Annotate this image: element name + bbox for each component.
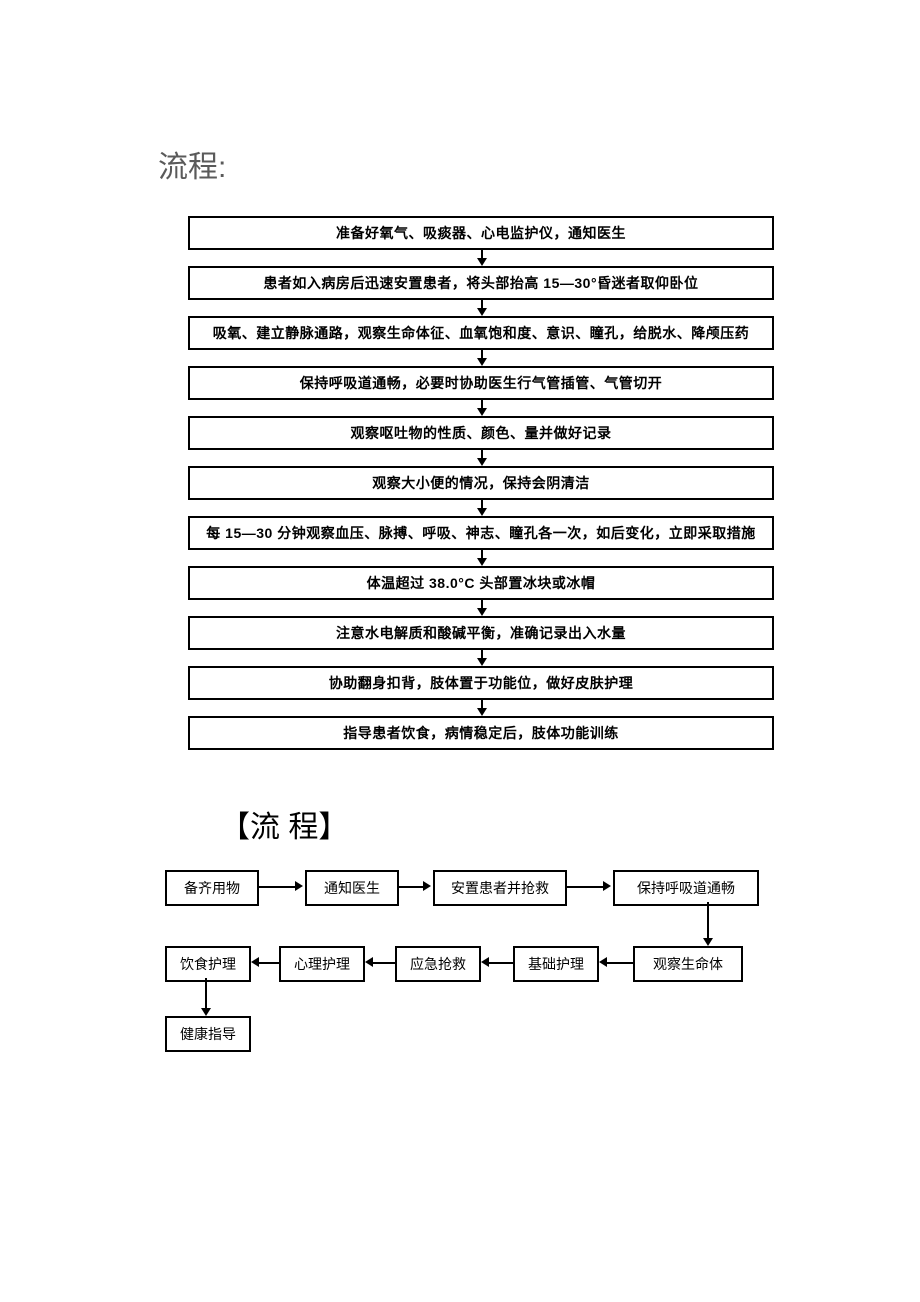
arrow-down-icon xyxy=(481,700,482,716)
hflow-node: 健康指导 xyxy=(165,1016,251,1052)
arrow-down-icon xyxy=(481,250,482,266)
vertical-flowchart: 准备好氧气、吸痰器、心电监护仪，通知医生 患者如入病房后迅速安置患者，将头部抬高… xyxy=(188,216,774,750)
hflow-node: 基础护理 xyxy=(513,946,599,982)
arrow-down-icon xyxy=(481,400,482,416)
flow-step: 每 15—30 分钟观察血压、脉搏、呼吸、神志、瞳孔各一次，如后变化，立即采取措… xyxy=(188,516,774,550)
flow-step: 体温超过 38.0°C 头部置冰块或冰帽 xyxy=(188,566,774,600)
page-title: 流程: xyxy=(158,142,226,186)
arrow-down-icon xyxy=(481,650,482,666)
arrow-down-icon xyxy=(481,450,482,466)
hflow-node: 通知医生 xyxy=(305,870,399,906)
section-subtitle: 【流 程】 xyxy=(220,808,348,849)
flow-step: 患者如入病房后迅速安置患者，将头部抬高 15—30°昏迷者取仰卧位 xyxy=(188,266,774,300)
flow-step: 指导患者饮食，病情稳定后，肢体功能训练 xyxy=(188,716,774,750)
arrow-down-icon xyxy=(481,600,482,616)
flow-step: 观察呕吐物的性质、颜色、量并做好记录 xyxy=(188,416,774,450)
hflow-node: 备齐用物 xyxy=(165,870,259,906)
hflow-node: 保持呼吸道通畅 xyxy=(613,870,759,906)
arrow-down-icon xyxy=(481,550,482,566)
flow-step: 观察大小便的情况，保持会阴清洁 xyxy=(188,466,774,500)
flow-step: 协助翻身扣背，肢体置于功能位，做好皮肤护理 xyxy=(188,666,774,700)
hflow-node: 安置患者并抢救 xyxy=(433,870,567,906)
arrow-down-icon xyxy=(481,300,482,316)
arrow-down-icon xyxy=(481,500,482,516)
hflow-node: 饮食护理 xyxy=(165,946,251,982)
flow-step: 保持呼吸道通畅，必要时协助医生行气管插管、气管切开 xyxy=(188,366,774,400)
arrow-down-icon xyxy=(481,350,482,366)
hflow-node: 应急抢救 xyxy=(395,946,481,982)
flow-step: 注意水电解质和酸碱平衡，准确记录出入水量 xyxy=(188,616,774,650)
hflow-node: 观察生命体 xyxy=(633,946,743,982)
hflow-node: 心理护理 xyxy=(279,946,365,982)
flow-step: 吸氧、建立静脉通路，观察生命体征、血氧饱和度、意识、瞳孔，给脱水、降颅压药 xyxy=(188,316,774,350)
flow-step: 准备好氧气、吸痰器、心电监护仪，通知医生 xyxy=(188,216,774,250)
